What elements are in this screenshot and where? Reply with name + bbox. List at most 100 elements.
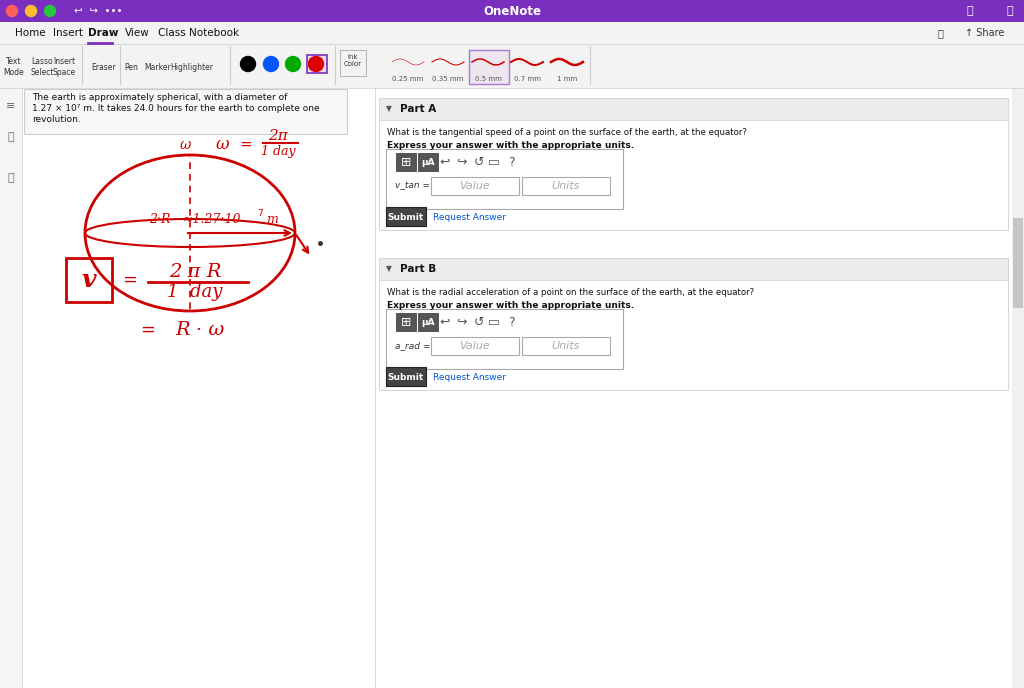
Text: =: = <box>140 321 156 339</box>
Bar <box>522 337 610 355</box>
Text: 1 day: 1 day <box>261 144 295 158</box>
Text: ▼: ▼ <box>386 264 392 274</box>
Text: ≈1.27·10: ≈1.27·10 <box>182 213 242 226</box>
Text: Eraser: Eraser <box>92 63 117 72</box>
Text: 0.35 mm: 0.35 mm <box>432 76 464 82</box>
Bar <box>379 98 1008 230</box>
Circle shape <box>286 56 300 72</box>
Text: Part B: Part B <box>400 264 436 274</box>
Text: Part A: Part A <box>400 104 436 114</box>
Text: ▭: ▭ <box>488 155 500 169</box>
Text: The earth is approximately spherical, with a diameter of: The earth is approximately spherical, wi… <box>32 92 288 102</box>
Text: ω: ω <box>215 136 228 153</box>
Bar <box>0 0 1024 22</box>
Bar <box>0 88 375 688</box>
Text: Insert
Space: Insert Space <box>52 57 76 76</box>
FancyBboxPatch shape <box>386 149 623 209</box>
Text: v_tan =: v_tan = <box>395 182 430 191</box>
Text: Units: Units <box>552 341 581 351</box>
Bar <box>431 337 519 355</box>
Text: Marker: Marker <box>144 63 171 72</box>
Bar <box>469 50 509 84</box>
Bar <box>431 177 519 195</box>
Text: Request Answer: Request Answer <box>433 213 506 222</box>
FancyBboxPatch shape <box>418 313 438 331</box>
Text: ↩: ↩ <box>439 316 451 328</box>
Text: Draw: Draw <box>88 28 119 38</box>
Text: Text
Mode: Text Mode <box>4 57 25 76</box>
Text: 0.7 mm: 0.7 mm <box>513 76 541 82</box>
Text: Value: Value <box>460 341 490 351</box>
Text: =: = <box>240 136 252 151</box>
Text: revolution.: revolution. <box>32 114 81 124</box>
Text: 0.5 mm: 0.5 mm <box>474 76 502 82</box>
Text: ↩  ↪  •••: ↩ ↪ ••• <box>74 6 123 16</box>
Bar <box>1012 88 1024 688</box>
Text: Submit: Submit <box>388 372 424 382</box>
Text: 2·R: 2·R <box>150 213 171 226</box>
Bar <box>379 98 1008 120</box>
FancyBboxPatch shape <box>396 313 416 331</box>
Text: μA: μA <box>421 158 435 166</box>
Text: 1 mm: 1 mm <box>557 76 578 82</box>
Text: ⏰: ⏰ <box>8 173 14 183</box>
Text: ↺: ↺ <box>474 155 484 169</box>
Text: Insert: Insert <box>53 28 83 38</box>
FancyBboxPatch shape <box>418 153 438 171</box>
Text: v: v <box>82 268 96 292</box>
Text: Submit: Submit <box>388 213 424 222</box>
Bar <box>0 88 22 688</box>
Text: ?: ? <box>508 155 514 169</box>
Text: Home: Home <box>15 28 46 38</box>
Text: ↑ Share: ↑ Share <box>966 28 1005 38</box>
Text: What is the radial acceleration of a point on the surface of the earth, at the e: What is the radial acceleration of a poi… <box>387 288 754 297</box>
Text: R · ω: R · ω <box>175 321 224 339</box>
Text: Express your answer with the appropriate units.: Express your answer with the appropriate… <box>387 301 634 310</box>
Text: 2 π R: 2 π R <box>169 263 221 281</box>
FancyBboxPatch shape <box>386 367 426 386</box>
FancyBboxPatch shape <box>396 153 416 171</box>
Circle shape <box>44 6 55 17</box>
Text: 0.25 mm: 0.25 mm <box>392 76 424 82</box>
Text: Units: Units <box>552 181 581 191</box>
Circle shape <box>26 6 37 17</box>
Bar <box>379 258 1008 280</box>
Text: ω: ω <box>179 138 190 152</box>
Bar <box>1013 218 1023 308</box>
FancyBboxPatch shape <box>25 89 347 134</box>
Text: Pen: Pen <box>124 63 138 72</box>
Circle shape <box>6 6 17 17</box>
Bar <box>307 55 327 73</box>
Text: 1.27 × 10⁷ m. It takes 24.0 hours for the earth to complete one: 1.27 × 10⁷ m. It takes 24.0 hours for th… <box>32 103 319 113</box>
Text: 🔍: 🔍 <box>8 132 14 142</box>
Text: μA: μA <box>421 317 435 327</box>
Text: ⊞: ⊞ <box>400 316 412 328</box>
Text: Request Answer: Request Answer <box>433 372 506 382</box>
Text: ↪: ↪ <box>457 155 467 169</box>
Text: ⊞: ⊞ <box>400 155 412 169</box>
Text: m: m <box>266 213 278 226</box>
Text: Express your answer with the appropriate units.: Express your answer with the appropriate… <box>387 140 634 149</box>
Text: View: View <box>125 28 150 38</box>
Text: Highlighter: Highlighter <box>171 63 213 72</box>
Text: a_rad =: a_rad = <box>395 341 430 350</box>
Text: OneNote: OneNote <box>483 5 541 17</box>
Text: 🔍: 🔍 <box>937 28 943 38</box>
Text: Ink
Color: Ink Color <box>344 54 362 67</box>
Text: Lasso
Select: Lasso Select <box>31 57 53 76</box>
Text: 7: 7 <box>257 208 263 217</box>
Text: ▭: ▭ <box>488 316 500 328</box>
Text: =: = <box>123 271 137 289</box>
Text: ▼: ▼ <box>386 105 392 114</box>
Circle shape <box>241 56 256 72</box>
Text: ↺: ↺ <box>474 316 484 328</box>
Bar <box>379 258 1008 390</box>
Text: 👤: 👤 <box>1007 6 1014 16</box>
Circle shape <box>263 56 279 72</box>
Text: ↪: ↪ <box>457 316 467 328</box>
Text: Class Notebook: Class Notebook <box>158 28 240 38</box>
Bar <box>375 88 1012 688</box>
Text: Value: Value <box>460 181 490 191</box>
Text: 🔔: 🔔 <box>967 6 974 16</box>
FancyBboxPatch shape <box>386 309 623 369</box>
